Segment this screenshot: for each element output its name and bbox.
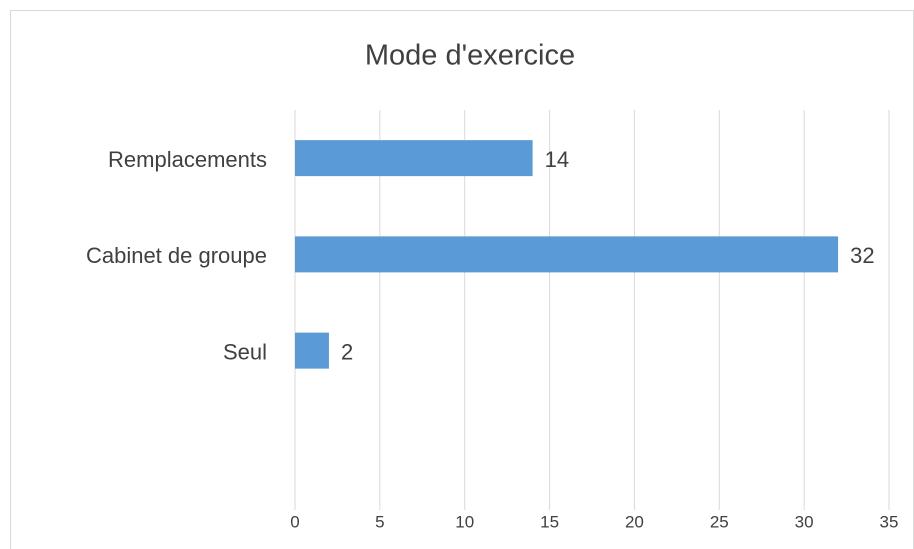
x-tick-label: 5 — [375, 512, 384, 531]
data-label: 32 — [850, 243, 874, 268]
data-label: 14 — [545, 147, 569, 172]
x-tick-label: 25 — [710, 512, 729, 531]
chart-title: Mode d'exercice — [365, 40, 575, 72]
y-tick-label: Seul — [223, 339, 267, 364]
chart-frame — [10, 10, 914, 549]
x-tick-label: 10 — [455, 512, 474, 531]
x-tick-label: 20 — [625, 512, 644, 531]
x-tick-label: 15 — [540, 512, 559, 531]
bar — [295, 332, 329, 369]
y-tick-label: Remplacements — [108, 147, 267, 172]
y-tick-label: Cabinet de groupe — [86, 243, 267, 268]
x-tick-label: 30 — [795, 512, 814, 531]
data-label: 2 — [341, 339, 353, 364]
bar — [295, 140, 533, 177]
bar — [295, 236, 839, 273]
x-tick-label: 0 — [290, 512, 299, 531]
x-tick-label: 35 — [880, 512, 899, 531]
